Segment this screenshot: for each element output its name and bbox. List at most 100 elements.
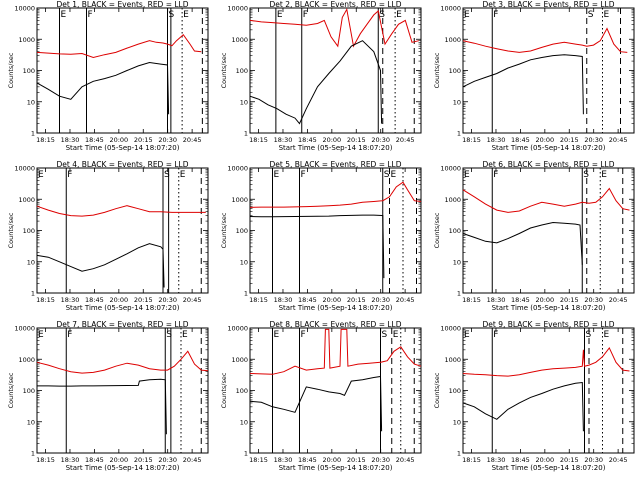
event-marker-label: E bbox=[601, 170, 607, 180]
event-marker-label: F bbox=[493, 170, 498, 180]
panel-title: Det 7, BLACK = Events, RED = LLD bbox=[56, 320, 188, 329]
event-marker-label: F bbox=[88, 10, 93, 20]
x-tick-label: 20:15 bbox=[134, 136, 153, 144]
series-line-events bbox=[462, 54, 584, 115]
x-tick-label: 20:00 bbox=[322, 456, 341, 464]
y-tick-label: 1 bbox=[244, 450, 248, 458]
y-tick-label: 10000 bbox=[14, 5, 35, 13]
x-axis-label: Start Time (05-Sep-14 18:07:20) bbox=[279, 144, 393, 152]
x-tick-label: 20:45 bbox=[183, 296, 202, 304]
x-tick-label: 20:45 bbox=[183, 136, 202, 144]
y-axis-label: Counts/sec bbox=[433, 372, 441, 408]
x-axis-label: Start Time (05-Sep-14 18:07:20) bbox=[279, 304, 393, 312]
x-tick-label: 18:30 bbox=[274, 456, 293, 464]
x-tick-label: 20:00 bbox=[109, 296, 128, 304]
y-axis-label: Counts/sec bbox=[220, 52, 228, 88]
event-marker-label: S bbox=[586, 330, 592, 340]
x-tick-label: 18:15 bbox=[36, 456, 55, 464]
y-tick-label: 10 bbox=[453, 418, 461, 426]
series-line-events bbox=[36, 243, 165, 288]
event-marker-label: E bbox=[274, 330, 280, 340]
y-tick-label: 10 bbox=[240, 418, 248, 426]
y-tick-label: 1000 bbox=[444, 196, 461, 204]
series-line-lld bbox=[462, 187, 630, 213]
y-tick-label: 10000 bbox=[227, 325, 248, 333]
plot-frame bbox=[249, 167, 422, 294]
y-tick-label: 100 bbox=[236, 227, 248, 235]
event-marker-label: E bbox=[464, 10, 470, 20]
panel-5: Det 5, BLACK = Events, RED = LLD 1 10 100 10… bbox=[220, 160, 422, 312]
event-marker-label: S bbox=[382, 330, 388, 340]
panel-title: Det 9, BLACK = Events, RED = LLD bbox=[482, 320, 614, 329]
series-line-events bbox=[249, 375, 383, 432]
x-tick-label: 18:30 bbox=[487, 136, 506, 144]
x-tick-label: 20:15 bbox=[560, 296, 579, 304]
x-tick-label: 20:15 bbox=[347, 456, 366, 464]
series-line-lld bbox=[36, 350, 209, 374]
x-tick-label: 18:45 bbox=[298, 296, 317, 304]
y-tick-label: 100 bbox=[236, 387, 248, 395]
y-tick-label: 100 bbox=[23, 67, 35, 75]
y-tick-label: 100 bbox=[449, 387, 461, 395]
x-tick-label: 20:15 bbox=[347, 136, 366, 144]
y-tick-label: 1 bbox=[244, 130, 248, 138]
x-tick-label: 20:00 bbox=[109, 136, 128, 144]
event-marker-label: F bbox=[493, 330, 498, 340]
event-marker-label: S bbox=[164, 170, 170, 180]
plot-frame bbox=[36, 7, 209, 134]
x-tick-label: 20:45 bbox=[396, 136, 415, 144]
y-tick-label: 10 bbox=[27, 258, 35, 266]
y-tick-label: 100 bbox=[449, 227, 461, 235]
plot-frame bbox=[36, 167, 209, 294]
y-tick-label: 10 bbox=[453, 258, 461, 266]
x-tick-label: 20:45 bbox=[609, 296, 628, 304]
event-marker-label: E bbox=[180, 170, 186, 180]
x-tick-label: 20:30 bbox=[584, 296, 603, 304]
y-tick-label: 1000 bbox=[444, 356, 461, 364]
event-marker-label: E bbox=[464, 330, 470, 340]
y-tick-label: 100 bbox=[23, 227, 35, 235]
x-tick-label: 20:00 bbox=[322, 296, 341, 304]
x-tick-label: 18:45 bbox=[511, 136, 530, 144]
panel-title: Det 8, BLACK = Events, RED = LLD bbox=[269, 320, 401, 329]
plot-frame bbox=[462, 7, 635, 134]
event-marker-label: E bbox=[604, 330, 610, 340]
y-tick-label: 1 bbox=[457, 130, 461, 138]
series-line-lld bbox=[462, 27, 628, 53]
x-tick-label: 18:45 bbox=[511, 456, 530, 464]
panel-3: Det 3, BLACK = Events, RED = LLD 1 10 100 10… bbox=[433, 0, 635, 152]
series-line-events bbox=[462, 221, 583, 265]
y-tick-label: 100 bbox=[449, 67, 461, 75]
y-axis-label: Counts/sec bbox=[220, 372, 228, 408]
x-tick-label: 20:30 bbox=[158, 456, 177, 464]
x-tick-label: 20:30 bbox=[584, 136, 603, 144]
x-tick-label: 20:00 bbox=[322, 136, 341, 144]
panel-title: Det 5, BLACK = Events, RED = LLD bbox=[269, 160, 401, 169]
panel-title: Det 6, BLACK = Events, RED = LLD bbox=[482, 160, 614, 169]
event-marker-label: E bbox=[274, 170, 280, 180]
x-tick-label: 20:00 bbox=[109, 456, 128, 464]
x-tick-label: 20:15 bbox=[134, 456, 153, 464]
plot-frame bbox=[462, 167, 635, 294]
x-tick-label: 18:45 bbox=[85, 136, 104, 144]
x-tick-label: 20:15 bbox=[560, 456, 579, 464]
event-marker-label: F bbox=[67, 330, 72, 340]
x-tick-label: 18:45 bbox=[511, 296, 530, 304]
x-tick-label: 18:30 bbox=[487, 296, 506, 304]
series-line-events bbox=[37, 378, 167, 435]
y-axis-label: Counts/sec bbox=[7, 372, 15, 408]
x-tick-label: 18:15 bbox=[249, 456, 268, 464]
series-line-events bbox=[249, 40, 383, 125]
y-tick-label: 1000 bbox=[231, 196, 248, 204]
panel-2: Det 2, BLACK = Events, RED = LLD 1 10 100 10… bbox=[220, 0, 422, 152]
x-tick-label: 20:30 bbox=[371, 296, 390, 304]
x-axis-label: Start Time (05-Sep-14 18:07:20) bbox=[66, 144, 180, 152]
x-tick-label: 18:30 bbox=[61, 136, 80, 144]
x-axis-label: Start Time (05-Sep-14 18:07:20) bbox=[492, 464, 606, 472]
series-line-lld bbox=[249, 7, 419, 48]
x-tick-label: 20:45 bbox=[396, 296, 415, 304]
series-line-lld bbox=[249, 181, 422, 208]
x-tick-label: 18:15 bbox=[249, 136, 268, 144]
event-marker-label: S bbox=[379, 10, 385, 20]
